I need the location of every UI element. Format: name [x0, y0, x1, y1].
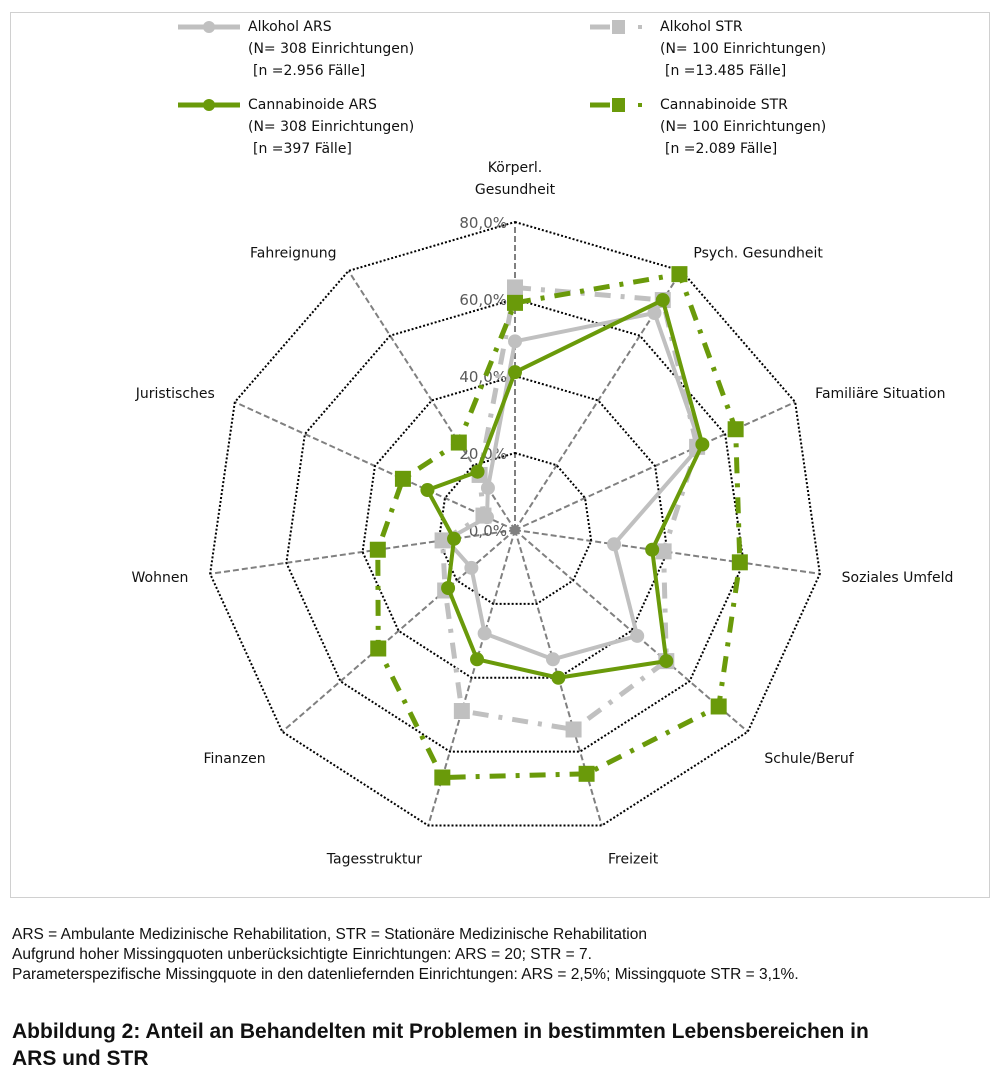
legend-sub: (N= 100 Einrichtungen): [660, 119, 827, 135]
axis-label: Körperl.: [488, 160, 542, 176]
data-point: [671, 266, 688, 283]
grid-ring: [437, 451, 593, 605]
data-point: [545, 652, 560, 667]
axis-label: Schule/Beruf: [764, 751, 854, 767]
legend-alkohol-str: Alkohol STR (N= 100 Einrichtungen) [n =1…: [590, 16, 826, 82]
data-point: [655, 293, 670, 308]
legend-label: Alkohol STR: [660, 19, 743, 35]
data-point: [508, 334, 522, 349]
data-point: [607, 537, 622, 552]
grid-ring: [285, 297, 745, 753]
data-point: [655, 543, 672, 560]
data-point: [727, 421, 744, 438]
data-point: [508, 365, 522, 380]
data-point: [578, 765, 595, 782]
data-point: [477, 626, 492, 641]
legend-cannabinoide-str: Cannabinoide STR (N= 100 Einrichtungen) …: [590, 94, 826, 160]
legend-cannabinoide-ars: Cannabinoide ARS (N= 308 Einrichtungen) …: [178, 94, 414, 160]
data-point: [434, 532, 451, 549]
legend-sub: [n =2.089 Fälle]: [665, 141, 778, 157]
axis-label: Psych. Gesundheit: [693, 245, 823, 261]
axis-label: Wohnen: [132, 570, 189, 586]
axis-label: Tagesstruktur: [326, 852, 422, 868]
center-dot: [510, 525, 520, 535]
chart-frame: [10, 12, 990, 898]
tick-label: 80,0%: [459, 214, 507, 232]
axis-label: Familiäre Situation: [815, 386, 945, 402]
data-point: [551, 670, 566, 685]
axis-label: Gesundheit: [475, 182, 556, 198]
data-point: [565, 721, 582, 738]
legend-line-square-icon: [590, 20, 642, 34]
spoke: [514, 529, 749, 733]
axis-label: Freizeit: [608, 852, 659, 868]
series-line-2: [425, 298, 705, 680]
footnotes: ARS = Ambulante Medizinische Rehabilitat…: [12, 925, 799, 985]
data-point: [394, 470, 411, 487]
footnote: Parameterspezifische Missingquote in den…: [12, 966, 799, 983]
data-point: [453, 703, 470, 720]
data-point: [507, 294, 523, 311]
legend-alkohol-ars: Alkohol ARS (N= 308 Einrichtungen) [n =2…: [178, 16, 414, 82]
figure-caption: Abbildung 2: Anteil an Behandelten mit P…: [12, 1020, 869, 1070]
data-point: [695, 437, 710, 452]
data-point: [420, 483, 435, 498]
axis-label: Finanzen: [204, 751, 266, 767]
spoke: [347, 270, 516, 531]
legend-label: Cannabinoide ARS: [248, 97, 377, 113]
grid-ring: [361, 374, 669, 679]
data-point: [659, 654, 674, 669]
data-point: [710, 698, 727, 715]
legend-sub: [n =397 Fälle]: [253, 141, 352, 157]
axis-label: Fahreignung: [250, 245, 337, 261]
data-point: [447, 531, 462, 546]
data-point: [647, 305, 662, 320]
footnote: ARS = Ambulante Medizinische Rehabilitat…: [12, 926, 647, 943]
data-point: [470, 652, 485, 667]
data-point: [507, 279, 523, 296]
axis-label: Juristisches: [135, 386, 215, 402]
footnote: Aufgrund hoher Missingquoten unberücksic…: [12, 946, 592, 963]
legend-sub: [n =2.956 Fälle]: [253, 63, 366, 79]
legend-sub: [n =13.485 Fälle]: [665, 63, 787, 79]
data-point: [470, 464, 485, 479]
data-point: [475, 507, 492, 524]
data-point: [630, 628, 645, 643]
radar-chart: 0,0%20,0%40,0%60,0%80,0%Körperl.Gesundhe…: [132, 160, 954, 868]
legend-sub: (N= 308 Einrichtungen): [248, 41, 415, 57]
data-point: [645, 542, 660, 557]
data-point: [434, 769, 451, 786]
data-point: [369, 541, 386, 558]
legend-line-circle-icon: [178, 99, 240, 111]
tick-label: 60,0%: [459, 291, 507, 309]
data-point: [441, 580, 456, 595]
data-point: [450, 434, 467, 451]
spoke: [281, 529, 516, 733]
tick-label: 0,0%: [469, 522, 507, 540]
data-point: [370, 640, 387, 657]
data-point: [731, 554, 748, 571]
legend-label: Alkohol ARS: [248, 19, 332, 35]
axis-label: Soziales Umfeld: [842, 570, 954, 586]
legend-label: Cannabinoide STR: [660, 97, 788, 113]
legend-sub: (N= 308 Einrichtungen): [248, 119, 415, 135]
tick-label: 40,0%: [459, 368, 507, 386]
spoke: [209, 529, 516, 575]
legend-sub: (N= 100 Einrichtungen): [660, 41, 827, 57]
data-point: [464, 560, 479, 575]
data-point: [480, 480, 495, 495]
legend-line-square-icon: [590, 98, 642, 112]
legend-line-circle-icon: [178, 21, 240, 33]
